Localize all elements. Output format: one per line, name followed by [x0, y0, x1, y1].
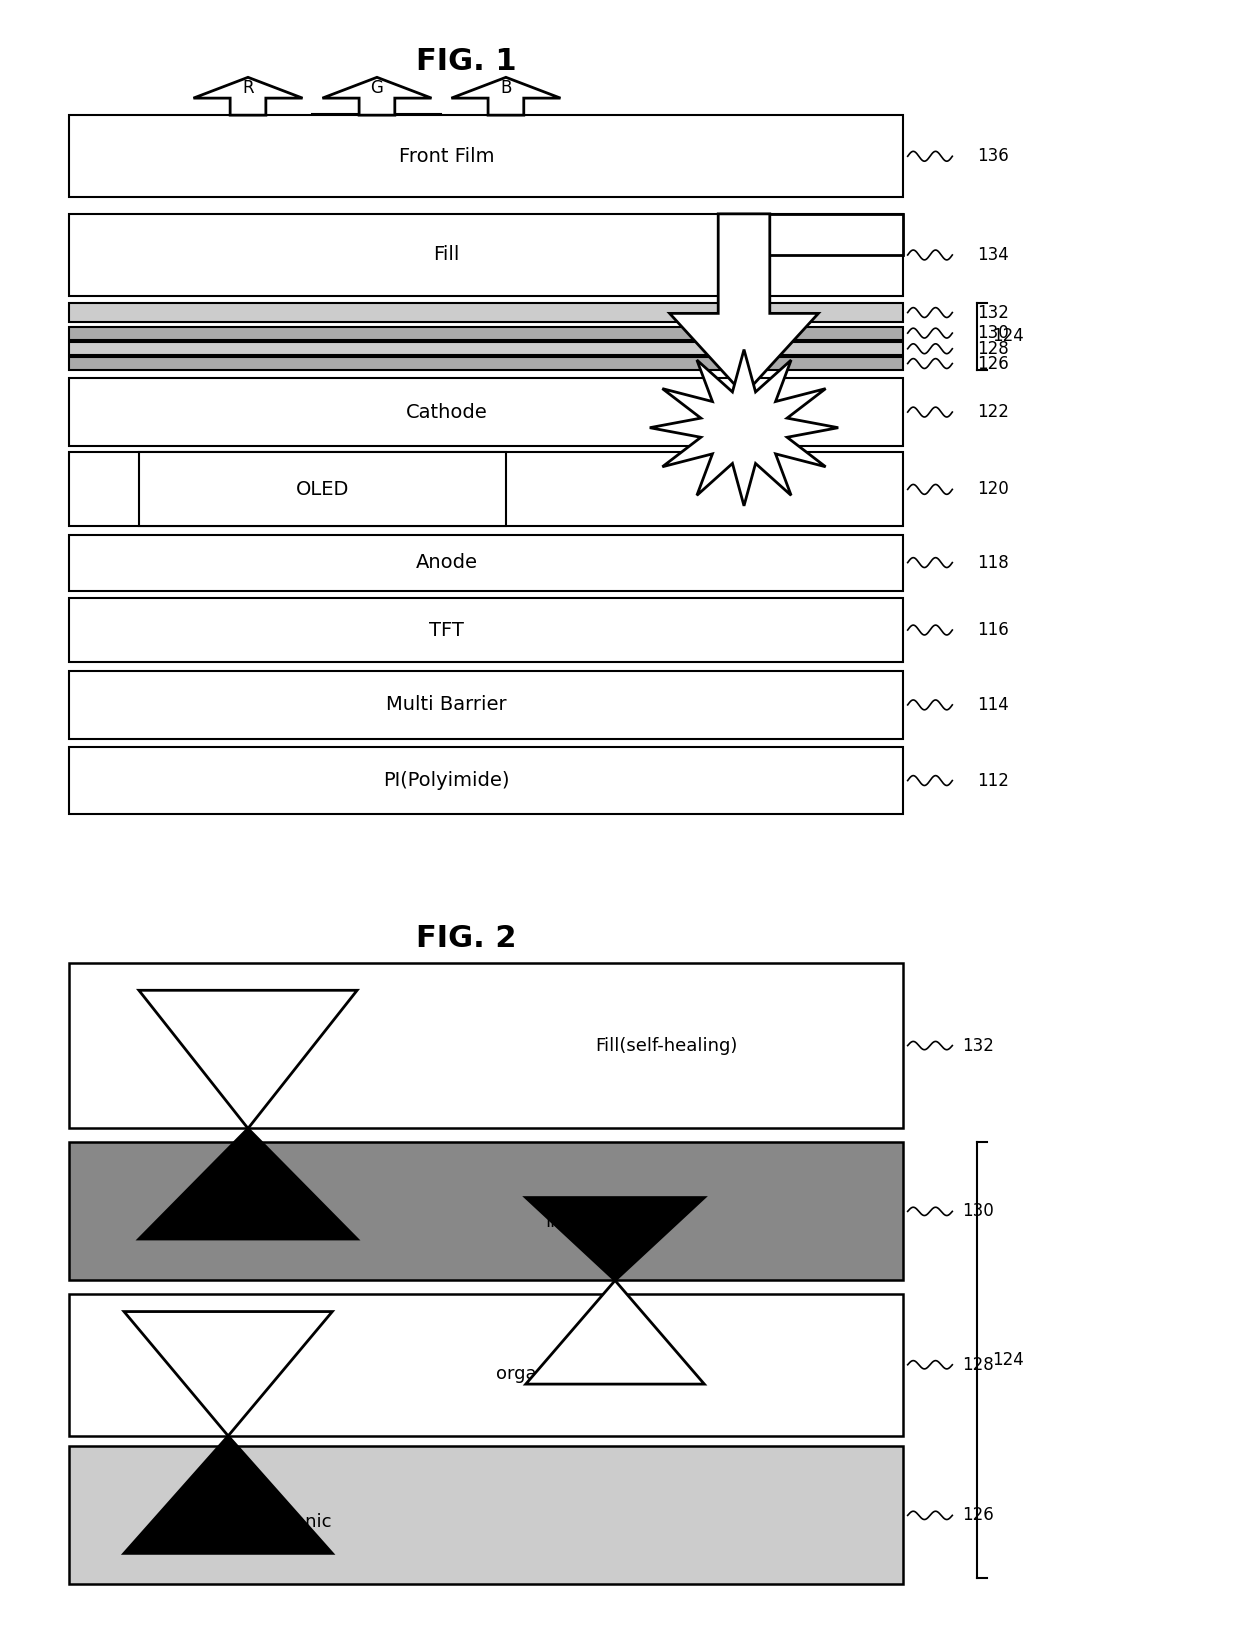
Bar [69, 378, 903, 446]
Polygon shape [526, 1198, 704, 1280]
Bar [69, 326, 903, 341]
Polygon shape [451, 77, 560, 115]
Text: 128: 128 [977, 341, 1009, 357]
Text: 132: 132 [962, 1036, 994, 1054]
Polygon shape [526, 1280, 704, 1383]
Text: 114: 114 [977, 696, 1009, 714]
Text: Fill(self-healing): Fill(self-healing) [595, 1036, 738, 1054]
Text: 120: 120 [977, 480, 1009, 498]
Bar [69, 535, 903, 591]
Bar [69, 1142, 903, 1280]
Text: 110: 110 [358, 89, 396, 109]
Text: Multi Barrier: Multi Barrier [386, 696, 507, 714]
Bar [69, 597, 903, 661]
Text: TFT: TFT [429, 620, 464, 640]
Text: 124: 124 [992, 1351, 1024, 1369]
Text: 124: 124 [992, 327, 1024, 345]
Text: 118: 118 [977, 554, 1009, 571]
Text: FIG. 1: FIG. 1 [415, 48, 517, 76]
Text: PI(Polyimide): PI(Polyimide) [383, 772, 510, 790]
Text: inorganic: inorganic [248, 1513, 331, 1531]
Polygon shape [124, 1311, 332, 1436]
Text: 126: 126 [962, 1507, 994, 1525]
Bar [69, 962, 903, 1128]
Polygon shape [124, 1436, 332, 1553]
Text: 136: 136 [977, 148, 1009, 164]
Text: R: R [242, 79, 254, 97]
Bar [139, 452, 506, 526]
Polygon shape [670, 214, 818, 395]
Polygon shape [322, 77, 432, 115]
Polygon shape [193, 77, 303, 115]
Text: inorganic: inorganic [546, 1212, 629, 1230]
Bar [69, 214, 903, 296]
Text: 116: 116 [977, 622, 1009, 638]
Text: 130: 130 [962, 1202, 994, 1221]
Text: 126: 126 [977, 355, 1009, 372]
Text: 112: 112 [977, 772, 1009, 790]
Bar [69, 357, 903, 370]
Text: OLED: OLED [295, 480, 350, 498]
Bar [69, 115, 903, 197]
Text: FIG. 2: FIG. 2 [415, 924, 517, 952]
Polygon shape [139, 990, 357, 1128]
Text: 134: 134 [977, 247, 1009, 263]
Bar [69, 452, 903, 526]
Bar [69, 342, 903, 355]
Text: Anode: Anode [415, 553, 477, 572]
Text: Front Film: Front Film [398, 146, 495, 166]
Text: 122: 122 [977, 403, 1009, 421]
Bar [69, 1446, 903, 1584]
Text: 128: 128 [962, 1355, 994, 1374]
Text: 132: 132 [977, 304, 1009, 321]
Text: Fill: Fill [433, 245, 460, 265]
Polygon shape [650, 349, 838, 507]
Text: B: B [500, 79, 512, 97]
Bar [69, 671, 903, 739]
Bar [69, 1295, 903, 1436]
Text: organic(self-healing): organic(self-healing) [496, 1365, 681, 1383]
Polygon shape [139, 1128, 357, 1239]
Text: Cathode: Cathode [405, 403, 487, 421]
Bar [69, 303, 903, 322]
Bar [724, 214, 903, 255]
Text: G: G [371, 79, 383, 97]
Bar [69, 747, 903, 814]
Text: 130: 130 [977, 324, 1009, 342]
